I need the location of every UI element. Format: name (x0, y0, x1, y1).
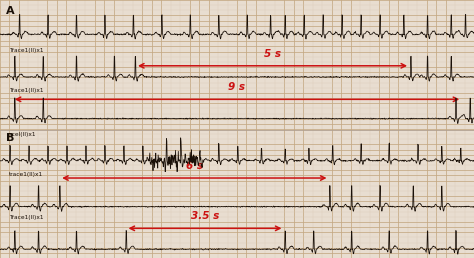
Text: A: A (6, 6, 14, 17)
Text: 5 s: 5 s (264, 49, 281, 59)
Text: B: B (6, 133, 14, 143)
Text: trace1(II)x1: trace1(II)x1 (9, 172, 43, 176)
Text: Trace1(II)x1: Trace1(II)x1 (9, 48, 43, 53)
Text: Trace1(II)x1: Trace1(II)x1 (9, 215, 43, 220)
Text: 3.5 s: 3.5 s (191, 211, 219, 221)
Text: 9 s: 9 s (228, 82, 246, 92)
Text: 6 s: 6 s (186, 161, 203, 171)
Text: Trace1(II)x1: Trace1(II)x1 (9, 88, 43, 93)
Text: acel(II)x1: acel(II)x1 (9, 132, 36, 136)
